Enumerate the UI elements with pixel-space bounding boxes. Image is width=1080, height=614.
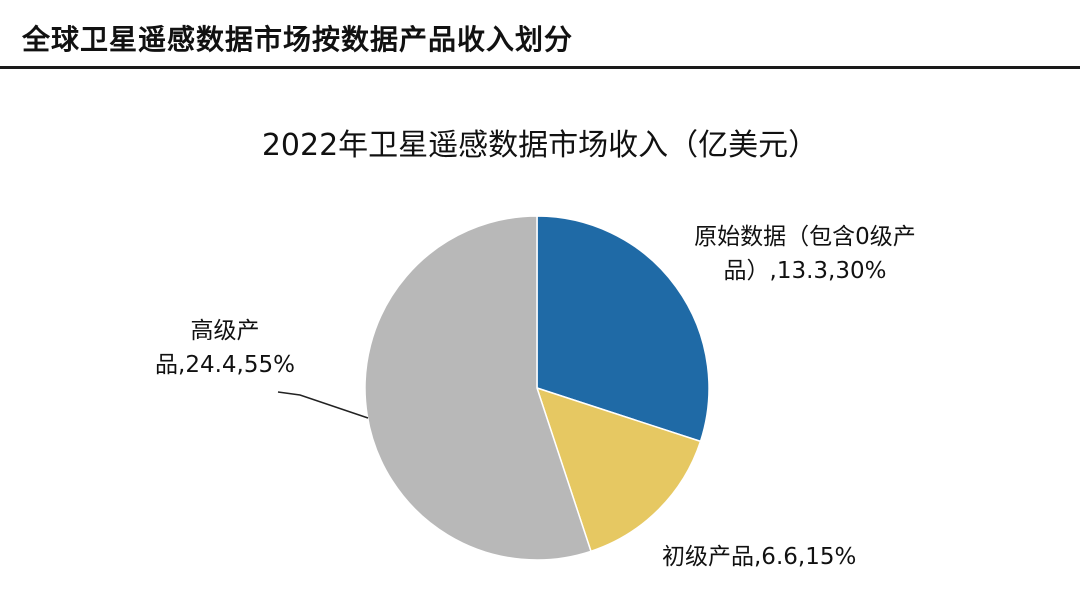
- page-title: 全球卫星遥感数据市场按数据产品收入划分: [22, 23, 574, 56]
- pie-slice-advanced-products: [364, 215, 592, 561]
- page-header: 全球卫星遥感数据市场按数据产品收入划分: [0, 0, 1080, 70]
- slice-label-primary-products: 初级产品,6.6,15%: [662, 540, 942, 574]
- chart-title: 2022年卫星遥感数据市场收入（亿美元）: [261, 128, 819, 163]
- slice-label-primary-products-line-1: 初级产品,6.6,15%: [662, 544, 857, 570]
- slice-label-advanced-products-line-2: 品,24.4,55%: [155, 352, 295, 378]
- header-divider: [0, 66, 1080, 69]
- slice-label-advanced-products: 高级产 品,24.4,55%: [120, 314, 330, 382]
- leader-line-advanced-products: [277, 391, 369, 419]
- slice-label-raw-data-line-2: 品）,13.3,30%: [723, 258, 887, 284]
- slice-label-raw-data-line-1: 原始数据（包含0级产: [694, 224, 916, 250]
- slice-label-advanced-products-line-1: 高级产: [190, 318, 260, 344]
- pie-slice-raw-data: [536, 215, 710, 443]
- slice-label-raw-data: 原始数据（包含0级产 品）,13.3,30%: [640, 220, 970, 288]
